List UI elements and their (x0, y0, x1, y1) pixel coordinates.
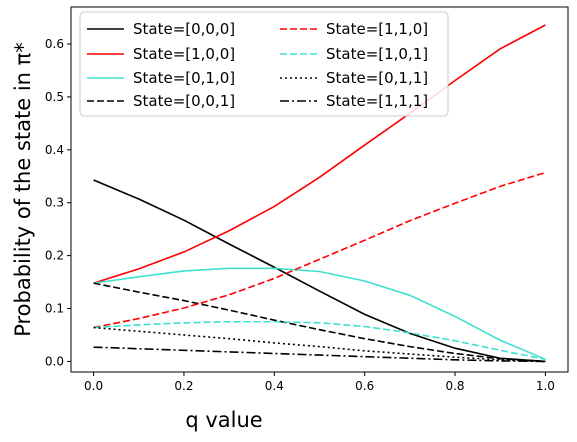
legend-label: State=[0,0,1] (133, 92, 235, 110)
legend-label: State=[1,1,0] (326, 20, 428, 38)
y-tick-label: 0.4 (45, 143, 64, 157)
x-axis-title: q value (185, 408, 262, 432)
x-tick-label: 0.4 (265, 379, 284, 393)
plot-area-frame (70, 6, 569, 373)
series-line-state-0-1-1 (93, 326, 546, 363)
legend-label: State=[0,1,1] (326, 69, 428, 87)
y-tick-label: 0.6 (45, 37, 64, 51)
legend: State=[0,0,0] State=[1,0,0] State=[0,1,0] S… (79, 11, 449, 117)
x-axis-ticks: 0.0 0.2 0.4 0.6 0.8 1.0 (84, 372, 555, 393)
legend-box (79, 11, 449, 117)
series-line-state-0-1-0 (93, 267, 546, 361)
y-axis-title: Probability of the state in π* (11, 42, 35, 337)
legend-label: State=[1,0,0] (133, 45, 235, 63)
y-axis-ticks: 0.0 0.1 0.2 0.3 0.4 0.5 0.6 (45, 37, 71, 368)
x-tick-label: 0.2 (174, 379, 193, 393)
x-tick-label: 0.6 (355, 379, 374, 393)
x-tick-label: 0.8 (445, 379, 464, 393)
legend-label: State=[0,1,0] (133, 69, 235, 87)
y-tick-label: 0.3 (45, 196, 64, 210)
series-line-state-1-1-1 (93, 346, 546, 363)
y-tick-label: 0.0 (45, 354, 64, 368)
series-lines (93, 24, 546, 363)
y-tick-label: 0.2 (45, 249, 64, 263)
legend-label: State=[1,1,1] (326, 92, 428, 110)
series-line-state-0-0-1 (93, 282, 546, 363)
series-line-state-1-1-0 (93, 171, 546, 329)
legend-label: State=[0,0,0] (133, 20, 235, 38)
x-tick-label: 1.0 (536, 379, 555, 393)
y-tick-label: 0.1 (45, 302, 64, 316)
y-tick-label: 0.5 (45, 90, 64, 104)
series-line-state-1-0-1 (93, 320, 546, 361)
series-line-state-1-0-0 (93, 24, 546, 284)
x-tick-label: 0.0 (84, 379, 103, 393)
legend-label: State=[1,0,1] (326, 45, 428, 63)
series-line-state-0-0-0 (93, 179, 546, 363)
